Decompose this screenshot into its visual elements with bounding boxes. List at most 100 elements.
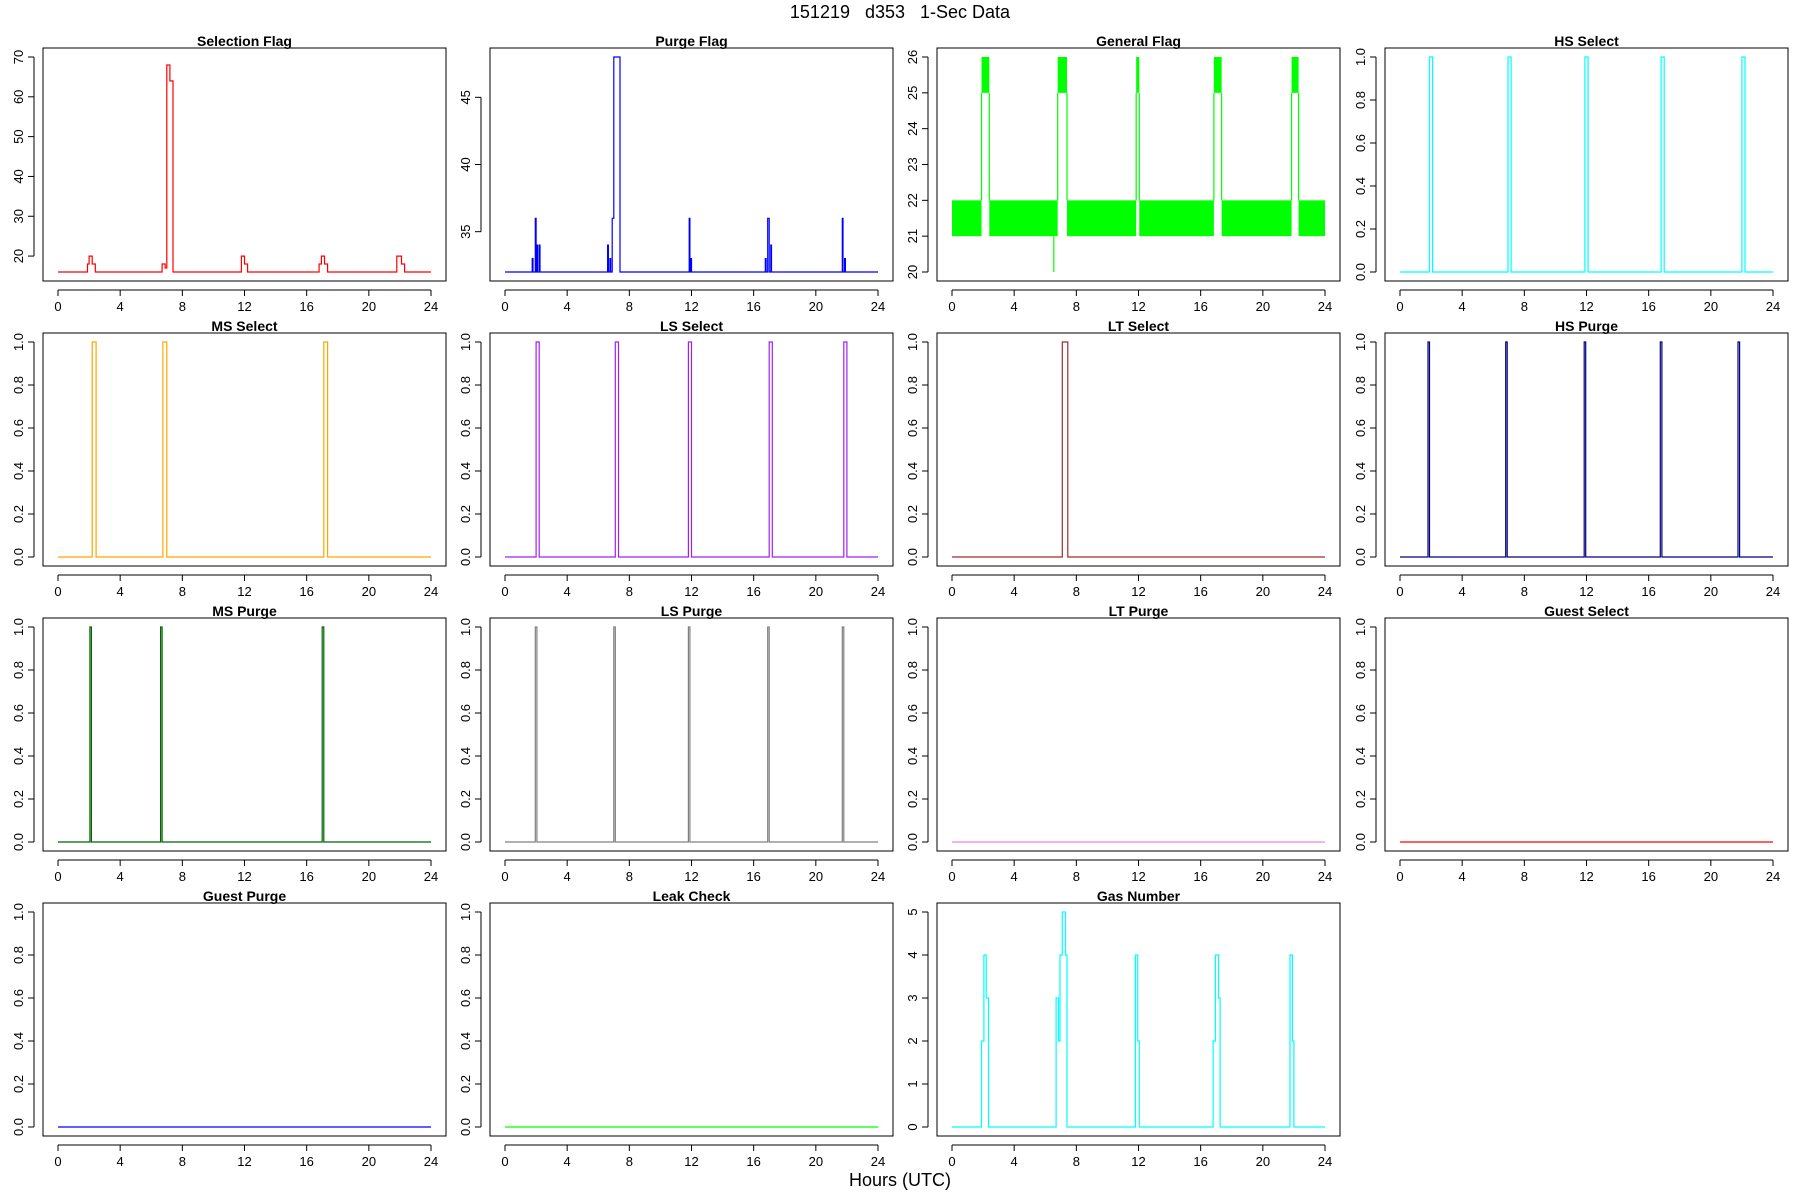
panel-hs-select: HS Select 0 4 8 12 16 20 24 0.0 0.2 0.4 0.6 0.8 1.0 <box>1353 33 1789 314</box>
y-tick-label: 0.4 <box>1353 462 1368 480</box>
data-spike <box>1291 57 1299 93</box>
x-tick-label: 0 <box>501 869 508 884</box>
x-tick-label: 12 <box>684 584 698 599</box>
x-tick-label: 8 <box>626 299 633 314</box>
y-tick-label: 0.8 <box>1353 661 1368 679</box>
x-tick-label: 20 <box>362 1154 376 1169</box>
x-tick-label: 12 <box>684 1154 698 1169</box>
x-tick-label: 0 <box>501 299 508 314</box>
y-tick-label: 21 <box>905 229 920 243</box>
panel-lt-select: LT Select 0 4 8 12 16 20 24 0.0 0.2 0.4 0.6 0.8 1.0 <box>905 318 1341 599</box>
y-tick-label: 0.2 <box>905 505 920 523</box>
y-tick-label: 0.0 <box>458 548 473 566</box>
plot-frame <box>1384 617 1789 852</box>
x-tick-label: 8 <box>1521 584 1528 599</box>
y-tick-label: 0.8 <box>458 376 473 394</box>
y-tick-label: 1.0 <box>11 333 26 351</box>
x-tick-label: 20 <box>1256 584 1270 599</box>
y-tick-label: 0.4 <box>11 747 26 765</box>
panel-title: LS Select <box>660 318 723 334</box>
x-tick-label: 24 <box>1766 584 1780 599</box>
x-tick-label: 16 <box>1641 869 1655 884</box>
y-tick-label: 0.2 <box>11 790 26 808</box>
y-tick-label: 20 <box>905 265 920 279</box>
y-tick-label: 3 <box>905 994 920 1001</box>
data-spike-edge <box>1213 92 1223 201</box>
panel-purge-flag: Purge Flag 0 4 8 12 16 20 24 35 40 45 <box>458 33 894 314</box>
x-tick-label: 16 <box>1641 584 1655 599</box>
y-tick-label: 0.8 <box>905 376 920 394</box>
x-tick-label: 8 <box>179 584 186 599</box>
y-tick-label: 0.6 <box>458 704 473 722</box>
x-tick-label: 16 <box>299 869 313 884</box>
plot-frame <box>489 617 894 852</box>
x-tick-label: 12 <box>1131 869 1145 884</box>
plot-frame <box>42 47 447 282</box>
x-tick-label: 16 <box>746 584 760 599</box>
x-tick-label: 8 <box>179 299 186 314</box>
x-tick-label: 24 <box>1318 299 1332 314</box>
y-tick-label: 25 <box>905 86 920 100</box>
y-tick-label: 0.4 <box>458 1032 473 1050</box>
x-tick-label: 8 <box>626 869 633 884</box>
x-tick-label: 8 <box>179 1154 186 1169</box>
y-tick-label: 0.8 <box>905 661 920 679</box>
y-tick-label: 30 <box>11 209 26 223</box>
y-tick-label: 0.8 <box>1353 91 1368 109</box>
x-tick-label: 4 <box>564 584 571 599</box>
x-tick-label: 24 <box>1766 869 1780 884</box>
data-spike-edge <box>1057 92 1068 201</box>
y-tick-label: 0.8 <box>11 376 26 394</box>
x-tick-label: 4 <box>1011 869 1018 884</box>
x-tick-label: 4 <box>1459 299 1466 314</box>
panel-ls-purge: LS Purge 0 4 8 12 16 20 24 0.0 0.2 0.4 0.6 0.8 1.0 <box>458 603 894 884</box>
y-tick-label: 45 <box>458 90 473 104</box>
x-tick-label: 20 <box>1256 1154 1270 1169</box>
y-tick-label: 1.0 <box>11 903 26 921</box>
panel-title: Purge Flag <box>655 33 727 49</box>
panel-title: Guest Select <box>1544 603 1629 619</box>
x-tick-label: 12 <box>237 1154 251 1169</box>
data-line <box>1400 56 1773 273</box>
y-tick-label: 23 <box>905 157 920 171</box>
data-line <box>952 341 1325 558</box>
x-tick-label: 0 <box>54 1154 61 1169</box>
x-tick-label: 8 <box>1073 584 1080 599</box>
y-tick-label: 0.2 <box>458 790 473 808</box>
x-tick-label: 16 <box>299 1154 313 1169</box>
plot-frame <box>1384 332 1789 567</box>
x-tick-label: 12 <box>237 869 251 884</box>
y-tick-label: 0.4 <box>11 462 26 480</box>
y-tick-label: 1.0 <box>458 333 473 351</box>
panel-ms-select: MS Select 0 4 8 12 16 20 24 0.0 0.2 0.4 0.6 0.8 1.0 <box>11 318 447 599</box>
plot-frame <box>489 902 894 1137</box>
x-tick-label: 16 <box>1193 1154 1207 1169</box>
y-tick-label: 0.0 <box>11 1118 26 1136</box>
x-tick-label: 24 <box>1766 299 1780 314</box>
data-band <box>1067 200 1137 237</box>
panel-hs-purge: HS Purge 0 4 8 12 16 20 24 0.0 0.2 0.4 0.6 0.8 1.0 <box>1353 318 1789 599</box>
x-tick-label: 4 <box>117 584 124 599</box>
x-tick-label: 20 <box>809 1154 823 1169</box>
plot-frame <box>936 47 1341 282</box>
x-tick-label: 20 <box>1704 869 1718 884</box>
y-tick-label: 0.8 <box>458 946 473 964</box>
x-tick-label: 24 <box>871 869 885 884</box>
data-band <box>1139 200 1214 237</box>
y-tick-label: 0.6 <box>11 419 26 437</box>
y-tick-label: 0.6 <box>1353 704 1368 722</box>
x-tick-label: 24 <box>1318 1154 1332 1169</box>
panel-title: MS Select <box>211 318 277 334</box>
data-spike-edge <box>980 92 990 201</box>
y-tick-label: 0.0 <box>905 548 920 566</box>
y-tick-label: 0.0 <box>458 1118 473 1136</box>
y-tick-label: 0.6 <box>905 419 920 437</box>
y-tick-label: 60 <box>11 90 26 104</box>
x-axis-title: Hours (UTC) <box>849 1170 951 1190</box>
y-tick-label: 1.0 <box>458 903 473 921</box>
x-tick-label: 24 <box>424 299 438 314</box>
data-line <box>58 64 431 273</box>
panel-ms-purge: MS Purge 0 4 8 12 16 20 24 0.0 0.2 0.4 0.6 0.8 1.0 <box>11 603 447 884</box>
x-tick-label: 4 <box>564 1154 571 1169</box>
y-tick-label: 1.0 <box>1353 333 1368 351</box>
